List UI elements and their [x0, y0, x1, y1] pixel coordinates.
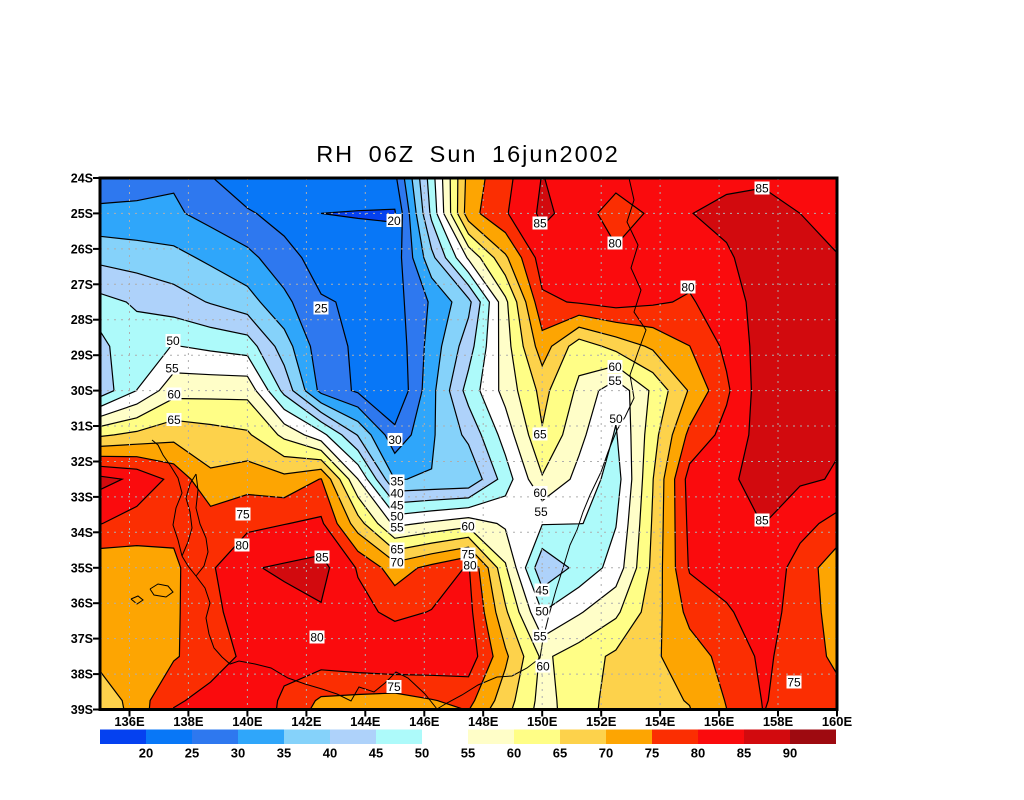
- svg-text:60: 60: [507, 746, 521, 761]
- svg-text:38S: 38S: [71, 668, 93, 682]
- svg-text:158E: 158E: [763, 714, 794, 729]
- svg-text:55: 55: [165, 361, 179, 375]
- svg-text:35: 35: [390, 474, 404, 488]
- svg-text:65: 65: [553, 746, 567, 761]
- svg-text:35: 35: [277, 746, 291, 761]
- svg-text:20: 20: [139, 746, 153, 761]
- svg-text:75: 75: [645, 746, 659, 761]
- svg-text:40: 40: [390, 486, 404, 500]
- svg-text:45: 45: [369, 746, 383, 761]
- svg-text:85: 85: [755, 513, 769, 527]
- svg-text:33S: 33S: [71, 490, 93, 504]
- svg-text:45: 45: [535, 583, 549, 597]
- svg-text:55: 55: [533, 629, 547, 643]
- svg-text:28S: 28S: [71, 313, 93, 327]
- svg-text:65: 65: [167, 413, 181, 427]
- svg-text:75: 75: [461, 547, 475, 561]
- svg-text:20: 20: [387, 214, 401, 228]
- svg-text:60: 60: [608, 360, 622, 374]
- svg-text:35S: 35S: [71, 561, 93, 575]
- svg-text:50: 50: [166, 334, 180, 348]
- svg-text:30: 30: [231, 746, 245, 761]
- svg-text:85: 85: [737, 746, 751, 761]
- svg-text:24S: 24S: [71, 172, 93, 186]
- svg-text:60: 60: [533, 486, 547, 500]
- svg-text:25: 25: [185, 746, 199, 761]
- svg-text:154E: 154E: [645, 714, 676, 729]
- svg-text:144E: 144E: [350, 714, 381, 729]
- svg-text:25S: 25S: [71, 207, 93, 221]
- svg-text:150E: 150E: [527, 714, 558, 729]
- svg-text:85: 85: [533, 216, 547, 230]
- svg-text:142E: 142E: [291, 714, 322, 729]
- svg-text:31S: 31S: [71, 420, 93, 434]
- svg-text:40: 40: [323, 746, 337, 761]
- svg-text:80: 80: [310, 630, 324, 644]
- svg-text:80: 80: [681, 280, 695, 294]
- svg-text:85: 85: [755, 181, 769, 195]
- svg-text:39S: 39S: [71, 703, 93, 717]
- svg-text:140E: 140E: [232, 714, 263, 729]
- svg-text:55: 55: [390, 520, 404, 534]
- svg-text:60: 60: [461, 519, 475, 533]
- svg-text:80: 80: [691, 746, 705, 761]
- svg-text:27S: 27S: [71, 278, 93, 292]
- svg-text:65: 65: [390, 542, 404, 556]
- svg-text:65: 65: [533, 427, 547, 441]
- svg-text:70: 70: [599, 746, 613, 761]
- svg-text:148E: 148E: [468, 714, 499, 729]
- svg-text:85: 85: [315, 550, 329, 564]
- svg-text:75: 75: [787, 675, 801, 689]
- svg-text:55: 55: [608, 374, 622, 388]
- svg-text:80: 80: [235, 538, 249, 552]
- svg-text:30: 30: [388, 433, 402, 447]
- svg-text:30S: 30S: [71, 384, 93, 398]
- svg-text:25: 25: [314, 301, 328, 315]
- svg-text:50: 50: [415, 746, 429, 761]
- svg-text:55: 55: [534, 505, 548, 519]
- svg-text:29S: 29S: [71, 349, 93, 363]
- svg-text:32S: 32S: [71, 455, 93, 469]
- svg-text:55: 55: [461, 746, 475, 761]
- svg-text:160E: 160E: [822, 714, 853, 729]
- svg-text:75: 75: [387, 680, 401, 694]
- svg-text:75: 75: [236, 507, 250, 521]
- svg-text:136E: 136E: [114, 714, 145, 729]
- svg-text:37S: 37S: [71, 632, 93, 646]
- svg-text:156E: 156E: [704, 714, 735, 729]
- svg-text:36S: 36S: [71, 597, 93, 611]
- svg-text:50: 50: [390, 509, 404, 523]
- svg-text:138E: 138E: [173, 714, 204, 729]
- svg-text:152E: 152E: [586, 714, 617, 729]
- svg-text:90: 90: [783, 746, 797, 761]
- svg-text:80: 80: [608, 236, 622, 250]
- svg-text:26S: 26S: [71, 242, 93, 256]
- svg-text:60: 60: [167, 387, 181, 401]
- svg-text:80: 80: [463, 558, 477, 572]
- svg-text:34S: 34S: [71, 526, 93, 540]
- svg-text:RH 06Z Sun 16jun2002: RH 06Z Sun 16jun2002: [316, 141, 620, 167]
- svg-text:60: 60: [536, 659, 550, 673]
- svg-text:50: 50: [535, 604, 549, 618]
- svg-text:50: 50: [609, 412, 623, 426]
- svg-text:70: 70: [390, 555, 404, 569]
- svg-text:45: 45: [390, 498, 404, 512]
- svg-text:146E: 146E: [409, 714, 440, 729]
